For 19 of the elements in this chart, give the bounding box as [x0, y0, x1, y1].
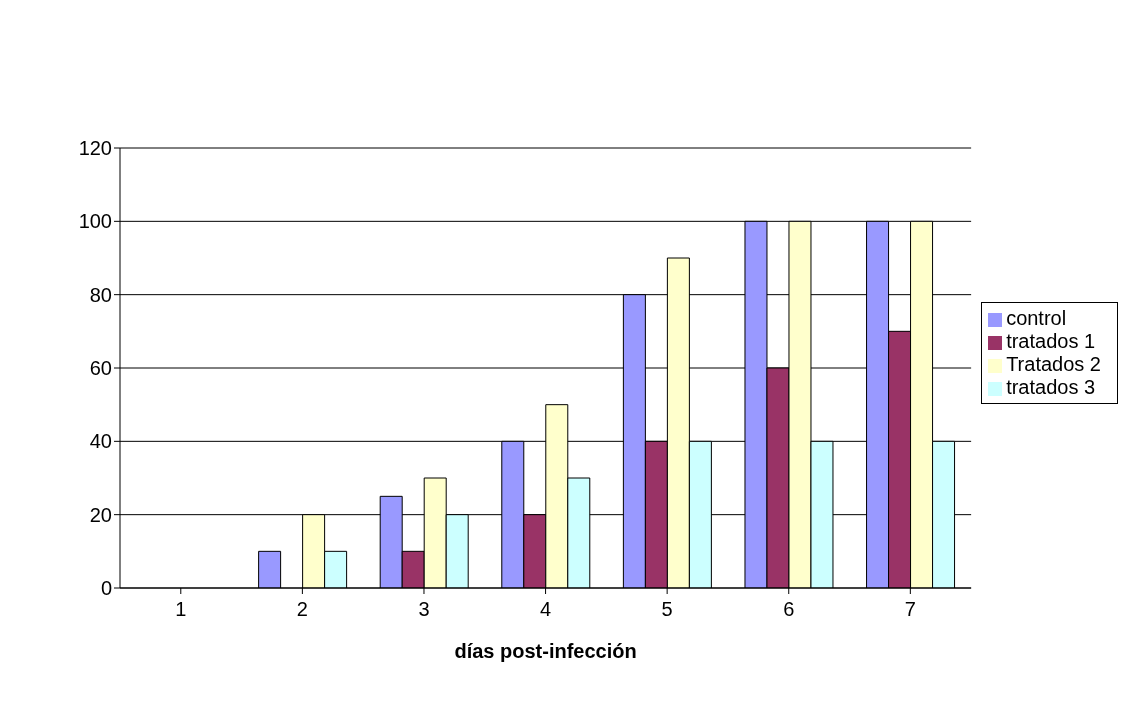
x-tick-label: 5	[661, 598, 673, 621]
y-tick-label: 60	[89, 357, 112, 380]
legend-label: Tratados 2	[1006, 353, 1101, 375]
x-tick-label: 4	[540, 598, 552, 621]
x-axis-title: días post-infección	[454, 640, 637, 662]
x-tick-label: 7	[904, 598, 916, 621]
y-tick-label: 40	[89, 430, 112, 453]
y-tick-label: 120	[78, 137, 112, 160]
x-tick-label: 6	[783, 598, 795, 621]
y-tick-label: 0	[100, 577, 112, 600]
y-tick-label: 20	[89, 503, 112, 526]
y-tick-label: 80	[89, 283, 112, 306]
x-tick-label: 1	[175, 598, 187, 621]
x-tick-label: 2	[296, 598, 308, 621]
legend-label: tratados 1	[1006, 330, 1096, 352]
legend-label: control	[1006, 307, 1067, 329]
x-tick-label: 3	[418, 598, 430, 621]
y-tick-label: 100	[78, 210, 112, 233]
legend-label: tratados 3	[1006, 376, 1096, 398]
